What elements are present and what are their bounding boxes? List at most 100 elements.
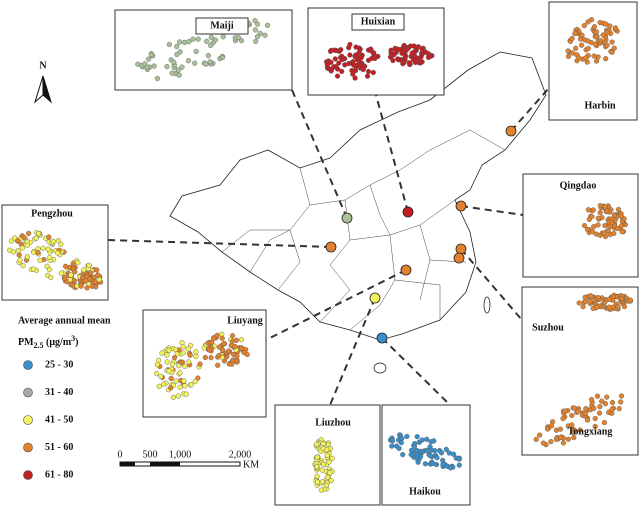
- sample-dot: [176, 72, 182, 78]
- sample-dot: [181, 378, 187, 384]
- sample-dot: [313, 441, 320, 447]
- sample-dot: [536, 432, 543, 438]
- sample-dot: [433, 462, 440, 468]
- legend-label: 25 - 30: [45, 359, 73, 370]
- sample-dot: [234, 353, 240, 359]
- sample-dot: [570, 429, 577, 436]
- sample-dot: [438, 450, 445, 456]
- sample-dot: [16, 252, 22, 258]
- sample-dot: [244, 351, 250, 358]
- sample-dot: [605, 228, 611, 234]
- sample-dot: [368, 46, 374, 52]
- sample-dot: [324, 452, 330, 458]
- sample-dot: [565, 53, 572, 60]
- sample-dot: [255, 33, 261, 40]
- sample-dot: [593, 34, 599, 40]
- site-inset: Tongxiang: [533, 393, 625, 448]
- sample-dot: [372, 55, 378, 62]
- sample-dot: [71, 277, 78, 284]
- site-inset: Liuyang: [142, 309, 267, 418]
- sample-dot: [151, 63, 157, 69]
- sample-dot: [333, 63, 339, 70]
- north-label: N: [39, 60, 47, 71]
- leader-line: [510, 87, 550, 132]
- sample-dot: [47, 254, 53, 261]
- sample-dot: [618, 213, 624, 219]
- sample-dot: [411, 444, 418, 450]
- sample-dot: [320, 441, 326, 447]
- sample-dot: [365, 68, 372, 75]
- sample-dot: [428, 447, 435, 453]
- sample-dot: [37, 257, 43, 264]
- sample-dot: [406, 60, 413, 66]
- sample-dot: [208, 355, 214, 361]
- sample-dot: [55, 238, 62, 244]
- sample-dot: [592, 41, 599, 47]
- sample-dot: [411, 49, 417, 55]
- sample-dot: [174, 43, 180, 50]
- sample-dot: [332, 56, 338, 62]
- sample-dot: [560, 416, 566, 422]
- sample-dot: [440, 461, 446, 468]
- legend: Average annual mean PM2.5 (μg/m3): [18, 315, 111, 350]
- sample-dot: [81, 267, 87, 273]
- sample-dot: [405, 45, 412, 51]
- legend-label: 41 - 50: [45, 414, 73, 425]
- sample-dot: [419, 59, 425, 65]
- sample-dot: [207, 59, 213, 65]
- sample-dot: [235, 34, 242, 41]
- sample-dot: [387, 54, 394, 60]
- sample-dot: [611, 45, 617, 51]
- sample-dot: [208, 42, 214, 49]
- site-marker: [455, 200, 467, 212]
- sample-dot: [166, 347, 172, 353]
- sample-dot: [26, 230, 32, 237]
- sample-dot: [329, 455, 335, 462]
- sample-dot: [35, 250, 41, 256]
- sample-dot: [603, 21, 609, 27]
- sample-dot: [585, 19, 591, 25]
- sample-dot: [609, 49, 615, 55]
- sample-dot: [562, 408, 568, 414]
- sample-dot: [353, 52, 359, 58]
- sample-dot: [33, 235, 39, 241]
- sample-dot: [584, 226, 591, 233]
- sample-dot: [422, 461, 429, 467]
- sample-dot: [183, 391, 189, 397]
- unit-part: ): [75, 337, 78, 348]
- sample-dot: [176, 363, 182, 369]
- sample-dot: [158, 373, 164, 380]
- sample-dot: [569, 35, 575, 42]
- site-label: Huixian: [361, 16, 396, 27]
- sample-dot: [575, 408, 581, 414]
- sample-dot: [186, 39, 192, 45]
- leader-line: [460, 248, 523, 321]
- sample-dot: [592, 423, 598, 430]
- sample-dot: [159, 350, 165, 356]
- sample-dot: [219, 335, 225, 341]
- leader-line: [460, 205, 524, 216]
- sample-dot: [202, 354, 209, 361]
- sample-dot: [544, 426, 551, 432]
- sample-dot: [604, 42, 610, 48]
- sample-dot: [214, 332, 220, 339]
- sample-dot: [358, 54, 364, 61]
- site-marker: [455, 243, 467, 255]
- sample-dot: [252, 27, 259, 33]
- sample-dot: [212, 37, 219, 43]
- sample-dot: [618, 399, 624, 405]
- legend-swatch: [23, 387, 33, 398]
- scale-label: 2,000: [229, 449, 252, 460]
- sample-dot: [619, 296, 625, 302]
- sample-dot: [188, 382, 194, 388]
- sample-dot: [408, 452, 414, 458]
- sample-dot: [83, 278, 89, 284]
- sample-dot: [557, 434, 564, 441]
- site-label: Pengzhou: [31, 208, 73, 219]
- sample-dot: [606, 304, 612, 310]
- sample-dot: [187, 352, 193, 358]
- north-arrow: N: [34, 60, 52, 104]
- sample-dot: [590, 207, 596, 213]
- sample-dot: [402, 48, 408, 54]
